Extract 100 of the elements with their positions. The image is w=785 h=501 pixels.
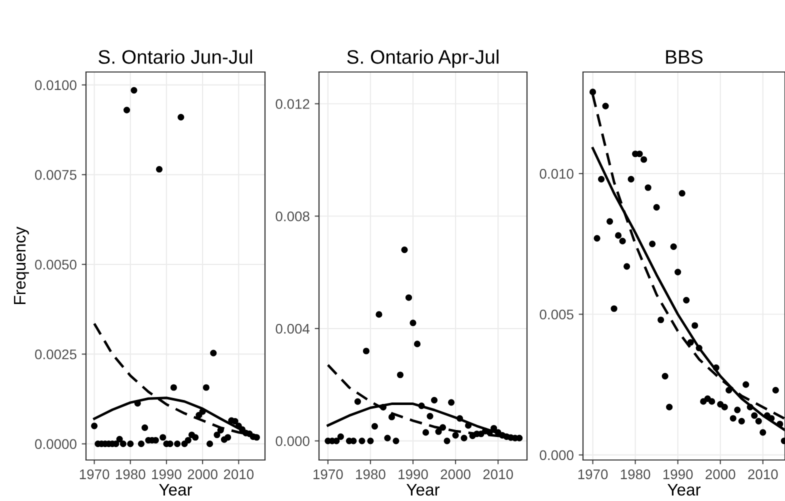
x-tick-label: 1990 <box>152 469 182 480</box>
point <box>123 106 130 114</box>
point <box>120 440 126 448</box>
point <box>610 305 618 312</box>
point <box>414 340 421 348</box>
point <box>589 88 596 96</box>
point <box>704 395 711 402</box>
x-tick-label: 2000 <box>440 469 470 480</box>
x-tick-label: 1970 <box>314 469 343 480</box>
point <box>764 412 770 419</box>
point <box>367 438 374 444</box>
point <box>418 402 425 410</box>
point <box>439 424 446 431</box>
point <box>210 350 217 356</box>
point <box>238 426 246 433</box>
point <box>337 433 344 440</box>
point <box>734 406 741 414</box>
x-tick-label: 2010 <box>224 469 254 480</box>
point <box>202 384 210 391</box>
point <box>184 436 192 444</box>
point <box>478 430 484 438</box>
point <box>602 102 609 110</box>
x-tick-label: 2010 <box>483 469 513 480</box>
point <box>717 400 724 408</box>
point <box>405 294 412 301</box>
point <box>653 204 660 211</box>
point <box>174 440 181 448</box>
point <box>392 438 400 444</box>
point <box>628 176 634 182</box>
point <box>490 424 498 432</box>
point <box>426 412 434 420</box>
point <box>776 420 784 428</box>
x-tick-label: 2010 <box>748 469 778 480</box>
point <box>138 440 145 448</box>
point <box>362 348 370 354</box>
point <box>422 429 430 436</box>
point <box>746 404 754 410</box>
point <box>687 339 694 346</box>
point <box>619 238 626 244</box>
x-tick-label: 2000 <box>188 469 218 480</box>
point <box>674 268 682 276</box>
x-axis-title: Year <box>668 484 701 496</box>
y-tick-label: 0.0075 <box>35 170 76 180</box>
y-tick-label: 0.0025 <box>35 349 76 360</box>
point <box>486 429 493 436</box>
x-axis-title: Year <box>159 484 192 496</box>
point <box>615 232 622 239</box>
x-tick-label: 1980 <box>620 469 650 480</box>
point <box>214 432 220 438</box>
point <box>649 240 656 248</box>
point <box>253 434 260 441</box>
point <box>636 150 643 158</box>
point <box>224 434 232 441</box>
point <box>760 429 766 436</box>
point <box>662 372 668 380</box>
point <box>235 422 242 430</box>
point <box>380 404 387 410</box>
point <box>683 296 690 304</box>
point <box>444 438 450 444</box>
point <box>358 438 366 444</box>
point <box>410 320 416 326</box>
point <box>742 381 750 388</box>
point <box>127 440 134 448</box>
point <box>460 434 468 442</box>
y-tick-label: 0.004 <box>276 324 310 334</box>
point <box>678 190 686 197</box>
y-tick-label: 0.0050 <box>35 260 76 270</box>
point <box>692 322 698 329</box>
chart-title: S. Ontario Apr-Jul <box>347 50 498 68</box>
point <box>768 415 775 422</box>
point <box>516 434 523 442</box>
point <box>721 404 728 410</box>
point <box>594 234 600 242</box>
x-tick-label: 1970 <box>80 469 110 480</box>
point <box>199 408 206 415</box>
point <box>640 156 648 163</box>
y-tick-label: 0.0000 <box>35 439 76 450</box>
point <box>624 263 630 270</box>
point <box>130 87 138 94</box>
point <box>142 424 148 431</box>
y-tick-label: 0.000 <box>540 450 574 460</box>
chart-title: S. Ontario Jun-Jul <box>98 50 252 64</box>
point <box>178 114 184 121</box>
point <box>376 311 382 318</box>
point <box>196 412 202 418</box>
point <box>192 434 199 441</box>
point <box>712 364 720 372</box>
y-tick-label: 0.005 <box>540 310 574 320</box>
point <box>670 243 677 250</box>
y-tick-label: 0.010 <box>540 168 574 179</box>
point <box>396 372 404 378</box>
point <box>452 432 459 439</box>
y-axis-title: Frequency <box>14 226 29 304</box>
point <box>160 434 166 441</box>
point <box>598 176 605 182</box>
point <box>751 412 758 419</box>
point <box>401 246 408 254</box>
point <box>658 316 664 324</box>
point <box>726 386 732 394</box>
y-tick-label: 0.008 <box>276 211 310 222</box>
